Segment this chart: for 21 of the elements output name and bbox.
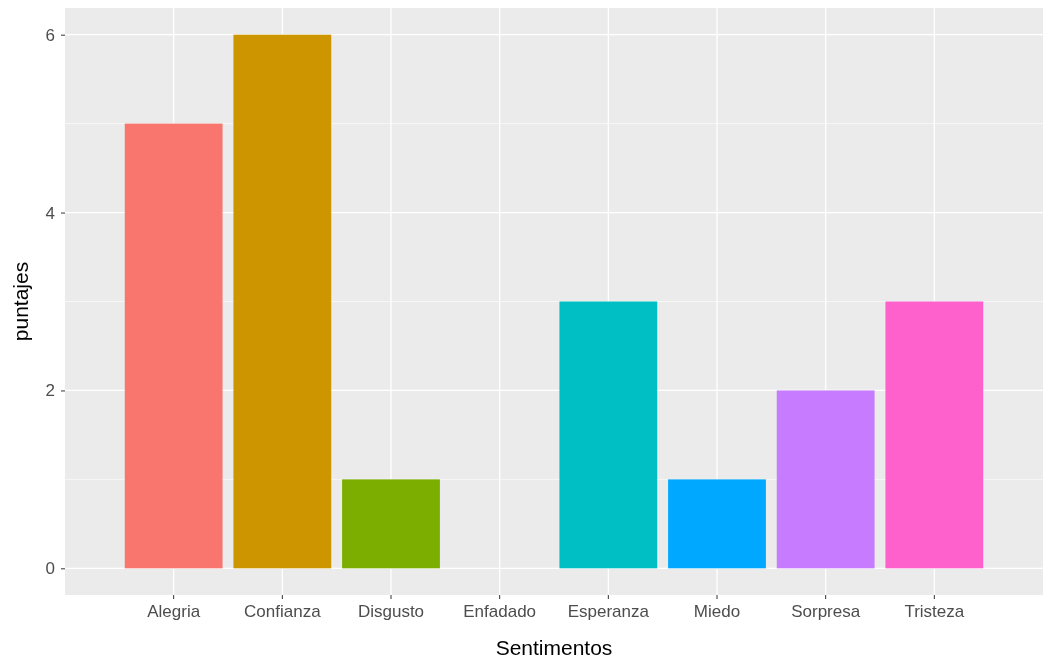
x-axis-title: Sentimentos <box>495 636 613 659</box>
x-tick-label: Confianza <box>244 602 322 622</box>
bar <box>776 390 875 569</box>
bar <box>559 301 658 569</box>
x-tick-label: Esperanza <box>567 602 650 622</box>
y-tick-label: 0 <box>45 559 55 579</box>
x-tick-label: Tristeza <box>904 602 965 622</box>
x-tick-label: Miedo <box>693 602 741 622</box>
bar <box>342 479 440 569</box>
y-tick-label: 4 <box>45 203 55 223</box>
y-tick-label: 6 <box>45 25 55 45</box>
y-tick-label: 2 <box>45 381 55 401</box>
x-tick-label: Enfadado <box>463 602 537 622</box>
x-tick-label: Disgusto <box>357 602 425 622</box>
x-tick-label: Sorpresa <box>791 602 861 622</box>
bar <box>233 34 332 569</box>
bar <box>668 479 766 569</box>
x-tick-label: Alegria <box>147 602 201 622</box>
bar <box>124 123 223 569</box>
bar <box>885 301 984 569</box>
y-axis-title: puntajes <box>9 261 32 342</box>
